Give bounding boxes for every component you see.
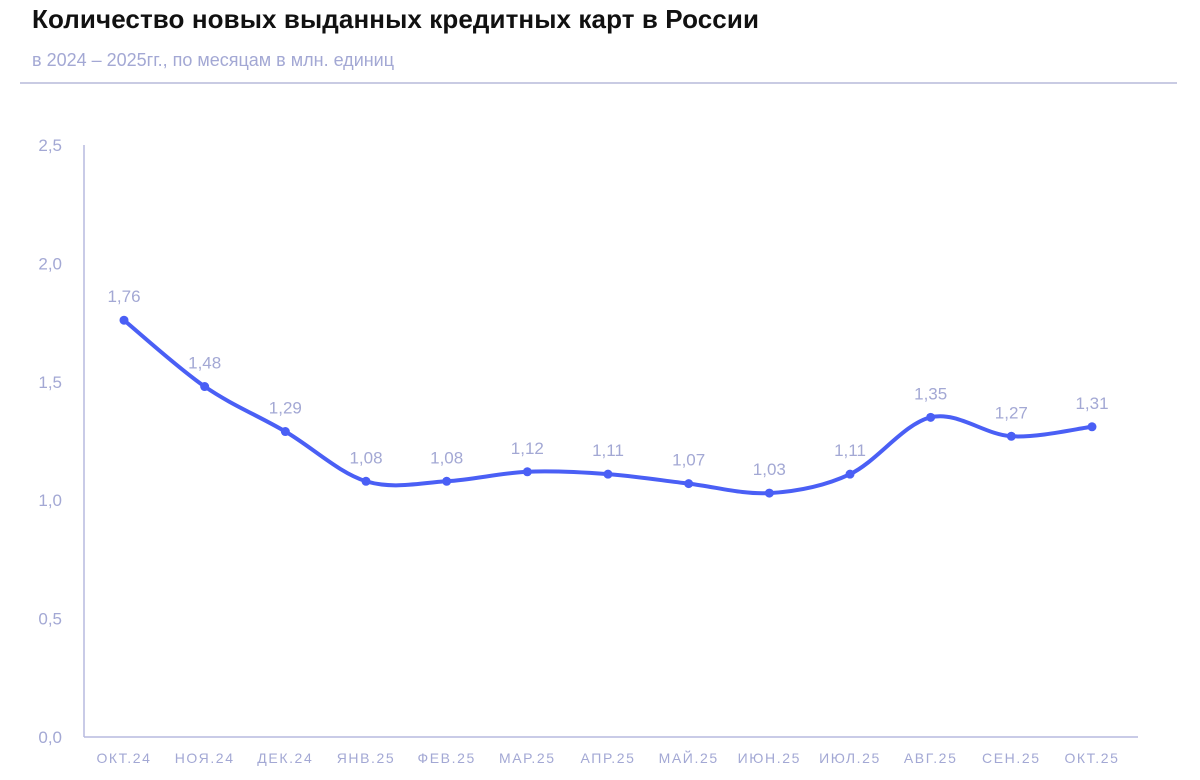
x-tick-label: ФЕВ.25 bbox=[417, 750, 475, 766]
data-point bbox=[1087, 422, 1097, 432]
data-label: 1,12 bbox=[511, 439, 544, 458]
data-label: 1,48 bbox=[188, 354, 221, 373]
data-point bbox=[603, 469, 613, 479]
data-point bbox=[764, 488, 774, 498]
x-tick-label: АВГ.25 bbox=[904, 750, 958, 766]
data-label: 1,11 bbox=[834, 441, 866, 460]
data-label: 1,27 bbox=[995, 403, 1028, 422]
data-label: 1,07 bbox=[672, 451, 705, 470]
x-tick-label: ЯНВ.25 bbox=[337, 750, 396, 766]
data-point bbox=[361, 476, 371, 486]
x-axis: ОКТ.24 НОЯ.24 ДЕК.24 ЯНВ.25 ФЕВ.25 МАР.25 АПР.… bbox=[84, 736, 1138, 766]
y-tick-label: 0,5 bbox=[38, 610, 62, 629]
data-point bbox=[522, 467, 532, 477]
data-point bbox=[200, 382, 210, 392]
data-labels: 1,76 1,48 1,29 1,08 1,08 1,12 1,11 1,07 1,03 1,11… bbox=[107, 287, 1108, 479]
x-tick-label: АПР.25 bbox=[581, 750, 636, 766]
x-tick-label: СЕН.25 bbox=[982, 750, 1041, 766]
data-point bbox=[1006, 431, 1016, 441]
data-label: 1,03 bbox=[753, 460, 786, 479]
data-label: 1,11 bbox=[592, 441, 624, 460]
x-tick-label: МАЙ.25 bbox=[659, 749, 719, 766]
data-points bbox=[119, 315, 1097, 498]
data-point bbox=[926, 412, 936, 422]
y-tick-label: 0,0 bbox=[38, 728, 62, 747]
data-label: 1,35 bbox=[914, 384, 947, 403]
x-tick-label: МАР.25 bbox=[499, 750, 556, 766]
x-tick-label: ОКТ.25 bbox=[1064, 750, 1119, 766]
x-tick-label: ДЕК.24 bbox=[257, 750, 313, 766]
data-point bbox=[442, 476, 452, 486]
data-label: 1,31 bbox=[1075, 394, 1108, 413]
data-point bbox=[280, 427, 290, 437]
y-axis: 0,0 0,5 1,0 1,5 2,0 2,5 bbox=[38, 136, 85, 747]
chart-subtitle: в 2024 – 2025гг., по месяцам в млн. един… bbox=[32, 50, 395, 70]
x-tick-label: ОКТ.24 bbox=[96, 750, 151, 766]
data-point bbox=[684, 479, 694, 489]
data-label: 1,29 bbox=[269, 399, 302, 418]
y-tick-label: 2,0 bbox=[38, 254, 62, 273]
x-tick-label: ИЮЛ.25 bbox=[819, 750, 881, 766]
y-tick-label: 1,0 bbox=[38, 491, 62, 510]
x-tick-label: ИЮН.25 bbox=[738, 750, 801, 766]
data-label: 1,08 bbox=[430, 448, 463, 467]
chart-title: Количество новых выданных кредитных карт… bbox=[32, 4, 760, 34]
y-tick-label: 1,5 bbox=[38, 373, 62, 392]
data-label: 1,08 bbox=[349, 448, 382, 467]
data-point bbox=[845, 469, 855, 479]
x-tick-label: НОЯ.24 bbox=[175, 750, 235, 766]
header-divider bbox=[20, 82, 1177, 84]
data-point bbox=[119, 315, 129, 325]
y-tick-label: 2,5 bbox=[38, 136, 62, 155]
data-label: 1,76 bbox=[107, 287, 140, 306]
